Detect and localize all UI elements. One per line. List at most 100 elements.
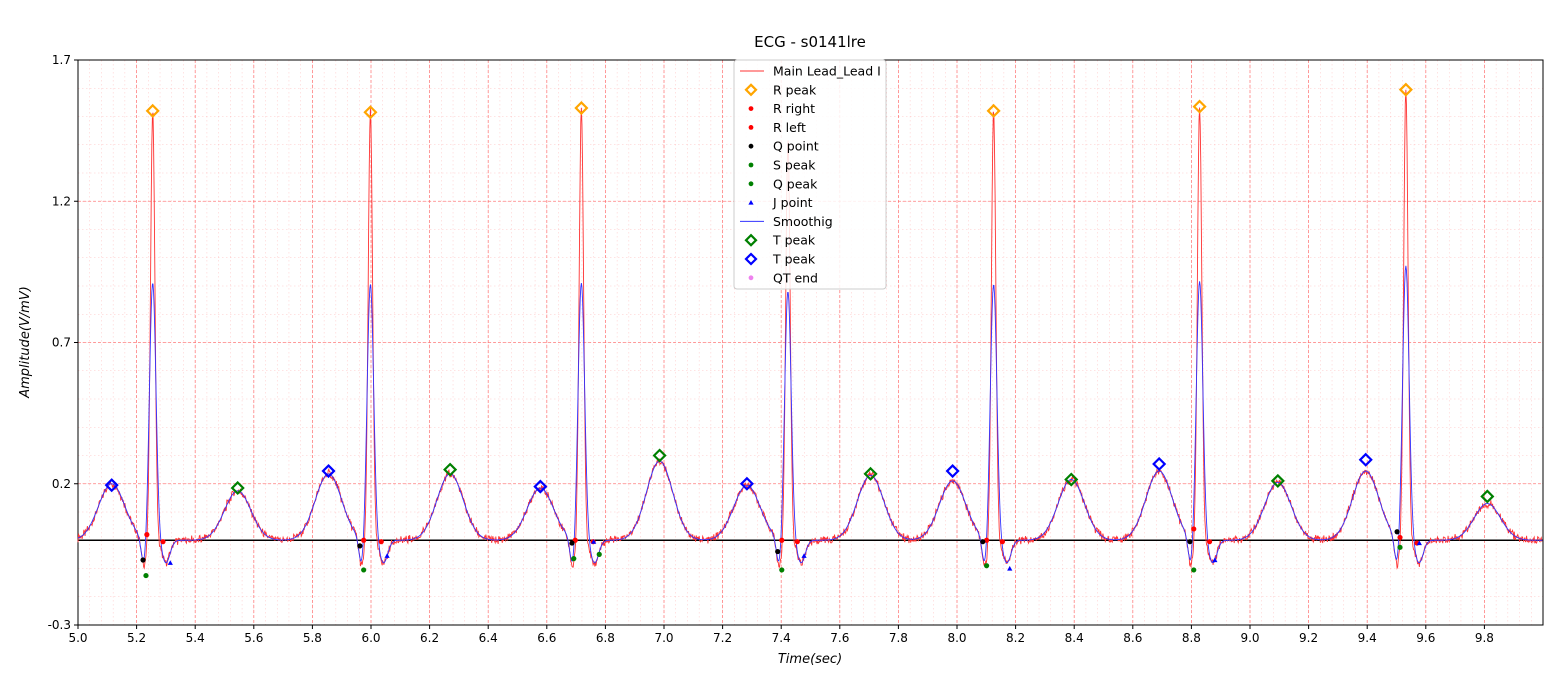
series-lines	[77, 89, 1543, 570]
x-tick-label: 6.4	[479, 631, 498, 645]
q-point-marker	[357, 543, 363, 549]
legend-q-peak-label: Q peak	[773, 176, 818, 191]
r-left-marker	[794, 539, 800, 545]
j-point-marker	[1212, 557, 1218, 563]
r-peak-marker	[1192, 99, 1207, 114]
r-right-marker	[1397, 534, 1403, 541]
legend-j-point-label: J point	[772, 195, 813, 210]
q-point-marker	[140, 557, 146, 563]
x-tick-label: 6.2	[420, 631, 439, 645]
legend-main-lead-lead-i-label: Main Lead_Lead I	[773, 64, 881, 79]
y-axis-label: Amplitude(V/mV)	[18, 286, 33, 399]
legend-q-peak-swatch	[748, 181, 754, 187]
x-tick-label: 8.4	[1065, 631, 1084, 645]
x-tick-label: 7.0	[654, 631, 673, 645]
y-tick-label: -0.3	[48, 618, 71, 632]
s-peak-marker	[1191, 567, 1197, 573]
x-tick-label: 6.8	[596, 631, 615, 645]
j-point-marker	[1416, 540, 1422, 546]
r-right-marker	[1191, 526, 1197, 532]
legend-qt-end-label: QT end	[773, 270, 818, 285]
legend-s-peak-label: S peak	[773, 158, 816, 173]
legend-r-left-swatch	[748, 125, 754, 130]
x-tick-label: 9.2	[1299, 631, 1318, 645]
legend-r-peak-swatch	[744, 83, 758, 97]
j-point-marker	[384, 553, 390, 558]
x-axis-label: Time(sec)	[778, 652, 842, 667]
legend-r-left-label: R left	[773, 120, 806, 135]
q-point-marker	[1187, 539, 1193, 545]
t-peak-marker	[652, 448, 667, 463]
x-tick-label: 9.4	[1358, 631, 1377, 645]
legend-qt-end-swatch	[748, 275, 754, 281]
x-tick-label: 8.2	[1006, 631, 1025, 645]
r-right-marker	[361, 537, 367, 543]
r-left-marker	[378, 539, 384, 545]
axis-ticks: 5.0 5.2 5.4 5.6 5.8 6.0 6.2 6.4 6.6 6.8 7.0 7.2 7.4 7…	[48, 53, 1494, 645]
r-peak-marker	[1398, 82, 1413, 97]
r-peak-marker	[986, 103, 1001, 118]
chart-title: ECG - s0141lre	[754, 33, 866, 51]
s-peak-marker	[143, 572, 149, 579]
x-tick-label: 9.6	[1416, 631, 1435, 645]
t-peak-marker	[443, 462, 458, 477]
legend-s-peak-swatch	[748, 162, 754, 168]
q-point-marker	[775, 548, 781, 555]
y-tick-label: 1.7	[52, 53, 71, 67]
x-tick-label: 7.8	[889, 631, 908, 645]
t-peak-marker	[863, 466, 878, 481]
smoothing-line	[77, 265, 1543, 564]
x-tick-label: 6.0	[361, 631, 380, 645]
j-point-marker	[591, 539, 597, 544]
r-peak-marker	[145, 103, 160, 118]
s-peak-marker	[983, 563, 990, 569]
x-tick-label: 9.8	[1475, 631, 1494, 645]
r-left-marker	[1206, 539, 1213, 545]
s-peak-marker	[1397, 544, 1403, 550]
x-tick-label: 5.6	[244, 631, 263, 645]
legend-t-peak-label: T peak	[772, 252, 816, 267]
s-peak-marker	[779, 567, 785, 573]
q-point-marker	[569, 540, 575, 546]
x-tick-label: 5.8	[303, 631, 322, 645]
y-tick-label: 0.7	[52, 336, 71, 350]
r-right-marker	[779, 537, 785, 543]
t-peak-marker	[104, 478, 119, 493]
x-tick-label: 9.0	[1240, 631, 1259, 645]
r-left-marker	[999, 539, 1006, 545]
legend-r-right-swatch	[748, 106, 754, 111]
x-tick-label: 7.2	[713, 631, 732, 645]
x-tick-label: 5.4	[186, 631, 205, 645]
x-tick-label: 5.0	[68, 631, 87, 645]
x-tick-label: 7.4	[772, 631, 791, 645]
s-peak-marker	[571, 556, 577, 562]
legend-t-peak-swatch	[744, 233, 758, 247]
j-point-marker	[167, 560, 173, 565]
t-peak-marker	[533, 479, 548, 494]
q-point-marker	[980, 539, 986, 545]
series-markers	[104, 82, 1495, 579]
legend-r-peak-label: R peak	[773, 82, 817, 97]
j-point-marker	[1007, 565, 1013, 571]
s-peak-marker	[361, 567, 367, 573]
x-tick-label: 8.6	[1123, 631, 1142, 645]
j-point-marker	[801, 553, 807, 558]
x-tick-label: 6.6	[537, 631, 556, 645]
x-tick-label: 5.2	[127, 631, 146, 645]
legend-j-point-swatch	[748, 200, 754, 205]
x-tick-label: 7.6	[830, 631, 849, 645]
q-point-marker	[1394, 529, 1400, 535]
legend-q-point-swatch	[748, 143, 754, 149]
legend-smoothig-label: Smoothig	[773, 214, 833, 229]
r-left-marker	[160, 539, 166, 545]
t-peak-marker	[321, 463, 336, 479]
legend-t-peak-swatch	[744, 252, 758, 266]
y-tick-label: 1.2	[52, 194, 71, 208]
legend-q-point-label: Q point	[773, 139, 819, 154]
t-peak-marker	[1480, 489, 1495, 504]
q-peak-marker	[596, 551, 602, 557]
t-peak-marker	[1152, 456, 1167, 472]
t-peak-marker	[1064, 472, 1079, 487]
legend: Main Lead_Lead I R peak R right R left Q poi…	[733, 59, 887, 290]
